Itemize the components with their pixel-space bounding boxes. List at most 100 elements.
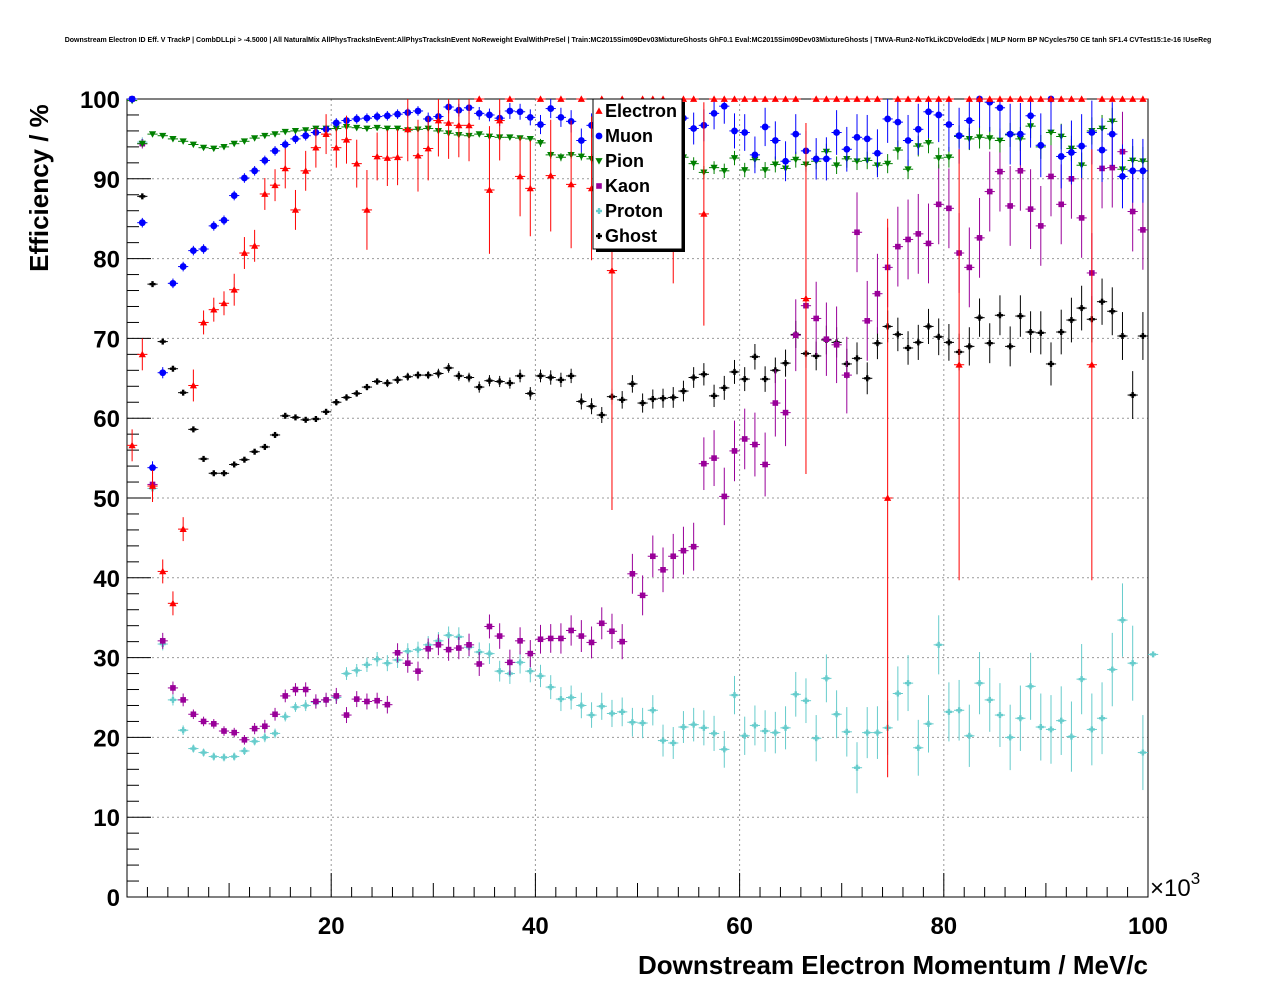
electron-point: [943, 95, 955, 102]
kaon-marker: [741, 436, 748, 442]
proton-point: [596, 692, 607, 720]
proton-point: [280, 711, 291, 722]
electron-marker: [220, 299, 228, 307]
electron-point: [760, 95, 771, 102]
kaon-point: [218, 726, 230, 736]
proton-point: [688, 707, 699, 742]
kaon-point: [708, 430, 720, 487]
proton-point: [484, 643, 495, 664]
kaon-marker: [272, 711, 278, 718]
pion-marker: [741, 167, 749, 174]
muon-point: [249, 166, 260, 176]
muon-point: [882, 99, 893, 143]
y-tick-label: 30: [93, 646, 120, 673]
electron-point: [688, 95, 699, 102]
proton-point: [862, 707, 873, 759]
pion-point: [688, 157, 699, 171]
electron-point: [290, 189, 301, 230]
ghost-point: [984, 323, 995, 364]
electron-marker: [914, 95, 922, 102]
proton-point: [545, 675, 556, 700]
muon-marker: [833, 129, 840, 136]
proton-point: [361, 657, 373, 672]
electron-point: [974, 95, 985, 102]
muon-point: [831, 110, 842, 155]
electron-marker: [536, 95, 545, 102]
muon-marker: [179, 263, 187, 270]
electron-point: [178, 517, 189, 542]
proton-point: [1076, 644, 1087, 715]
kaon-marker: [466, 642, 472, 648]
pion-marker: [730, 155, 739, 162]
proton-point: [300, 699, 311, 712]
muon-marker: [200, 245, 207, 253]
electron-marker: [986, 95, 994, 102]
pion-marker: [240, 138, 249, 145]
proton-point: [208, 752, 219, 761]
electron-marker: [1006, 95, 1014, 102]
legend-entry-ghost: Ghost: [596, 226, 657, 246]
proton-point: [698, 710, 709, 746]
kaon-point: [198, 716, 209, 727]
kaon-point: [167, 681, 179, 695]
kaon-marker: [1109, 164, 1116, 171]
ghost-point: [1107, 287, 1118, 336]
kaon-marker: [1078, 215, 1085, 221]
muon-point: [780, 141, 791, 182]
electron-marker: [363, 206, 371, 213]
x-axis-title: Downstream Electron Momentum / MeV/c: [638, 950, 1148, 980]
ghost-point: [137, 193, 148, 200]
y-tick-label: 20: [93, 725, 120, 752]
proton-point: [229, 752, 240, 761]
kaon-marker: [813, 315, 819, 322]
kaon-point: [913, 193, 924, 274]
proton-point: [1086, 693, 1097, 766]
kaon-point: [229, 727, 240, 738]
electron-marker: [924, 95, 933, 102]
proton-point: [739, 716, 750, 755]
muon-marker: [577, 137, 585, 144]
proton-point: [1035, 693, 1046, 761]
muon-marker: [741, 129, 749, 136]
electron-marker: [128, 441, 136, 449]
ghost-point: [320, 408, 332, 415]
muon-marker: [853, 133, 861, 141]
ghost-point: [1066, 297, 1077, 343]
muon-marker: [414, 107, 422, 115]
muon-marker: [822, 155, 830, 163]
muon-marker: [557, 113, 565, 121]
electron-point: [1076, 95, 1087, 102]
pion-point: [739, 162, 750, 178]
kaon-point: [872, 253, 883, 334]
kaon-marker: [905, 236, 911, 243]
kaon-marker: [701, 460, 707, 467]
electron-point: [708, 95, 720, 102]
electron-marker: [894, 95, 902, 102]
muon-point: [729, 113, 740, 149]
proton-point: [188, 744, 199, 753]
kaon-marker: [711, 455, 717, 461]
pion-marker: [924, 140, 933, 147]
electron-marker: [302, 167, 310, 174]
electron-marker: [1026, 95, 1035, 102]
electron-marker: [445, 119, 453, 126]
kaon-point: [341, 707, 352, 724]
kaon-marker: [558, 635, 564, 642]
pion-marker: [383, 125, 391, 133]
muon-marker: [1108, 130, 1116, 138]
electron-point: [800, 122, 812, 475]
electron-point: [249, 229, 260, 262]
pion-marker: [904, 166, 912, 173]
electron-marker: [465, 121, 473, 129]
muon-point: [392, 109, 403, 119]
pion-marker: [363, 125, 371, 133]
pion-marker: [526, 136, 534, 143]
muon-marker: [1016, 130, 1024, 138]
pion-marker: [771, 161, 779, 169]
muon-point: [933, 99, 944, 143]
electron-marker: [935, 95, 943, 102]
electron-marker: [455, 121, 463, 129]
ghost-point: [280, 412, 291, 419]
muon-marker: [904, 137, 912, 144]
